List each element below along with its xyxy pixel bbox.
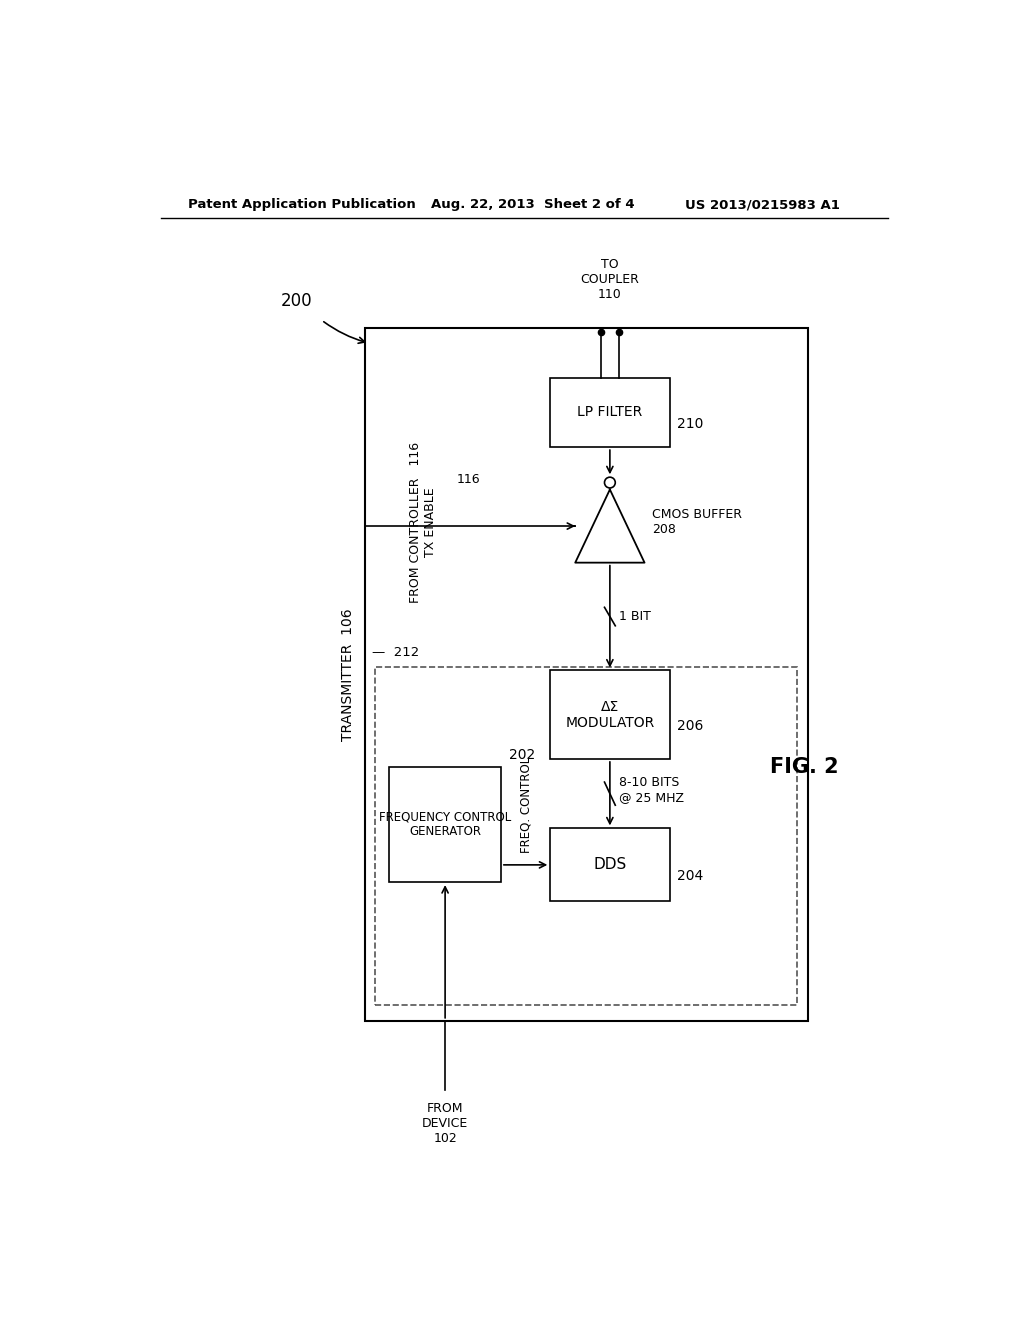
Text: 210: 210: [677, 417, 703, 432]
Text: FIG. 2: FIG. 2: [770, 756, 839, 776]
Bar: [366, 327, 808, 1020]
Bar: [376, 667, 798, 1006]
Text: TRANSMITTER  106: TRANSMITTER 106: [341, 609, 355, 741]
Text: LP FILTER: LP FILTER: [578, 405, 642, 420]
Text: FROM CONTROLLER   116
TX ENABLE: FROM CONTROLLER 116 TX ENABLE: [410, 442, 437, 603]
Text: 116: 116: [457, 474, 480, 486]
Text: DDS: DDS: [593, 858, 627, 873]
Text: FROM
DEVICE
102: FROM DEVICE 102: [422, 1102, 468, 1144]
Bar: [550, 671, 670, 759]
Text: US 2013/0215983 A1: US 2013/0215983 A1: [685, 198, 840, 211]
Text: —  212: — 212: [372, 647, 419, 659]
Text: ΔΣ
MODULATOR: ΔΣ MODULATOR: [565, 700, 654, 730]
Text: 202: 202: [509, 748, 535, 762]
Bar: [550, 378, 670, 447]
Text: 8-10 BITS
@ 25 MHZ: 8-10 BITS @ 25 MHZ: [620, 776, 684, 804]
Text: CMOS BUFFER
208: CMOS BUFFER 208: [652, 508, 742, 536]
Text: 206: 206: [677, 719, 703, 734]
Bar: [389, 767, 501, 882]
Text: 204: 204: [677, 870, 703, 883]
Text: 1 BIT: 1 BIT: [620, 610, 651, 623]
Text: Aug. 22, 2013  Sheet 2 of 4: Aug. 22, 2013 Sheet 2 of 4: [431, 198, 635, 211]
Text: TO
COUPLER
110: TO COUPLER 110: [581, 257, 639, 301]
Text: FREQ. CONTROL: FREQ. CONTROL: [519, 756, 532, 853]
Text: FREQUENCY CONTROL
GENERATOR: FREQUENCY CONTROL GENERATOR: [379, 810, 511, 838]
Bar: [550, 829, 670, 902]
Text: 200: 200: [281, 292, 312, 310]
Text: Patent Application Publication: Patent Application Publication: [188, 198, 416, 211]
